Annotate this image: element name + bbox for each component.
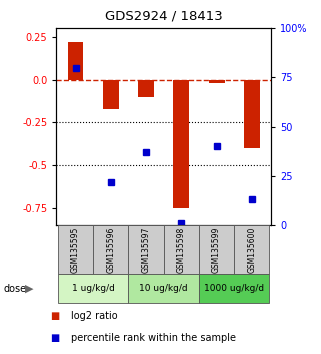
Bar	[199, 274, 270, 303]
Text: GSM135596: GSM135596	[106, 226, 115, 273]
Bar	[58, 274, 128, 303]
Bar	[244, 80, 260, 148]
Text: 1 ug/kg/d: 1 ug/kg/d	[72, 284, 115, 293]
Text: percentile rank within the sample: percentile rank within the sample	[71, 333, 236, 343]
Bar	[209, 80, 224, 83]
Bar	[128, 274, 199, 303]
Bar	[234, 225, 270, 274]
Text: GSM135600: GSM135600	[247, 226, 256, 273]
Bar	[58, 225, 93, 274]
Text: log2 ratio: log2 ratio	[71, 311, 117, 321]
Text: dose: dose	[3, 284, 26, 293]
Text: 10 ug/kg/d: 10 ug/kg/d	[139, 284, 188, 293]
Text: 1000 ug/kg/d: 1000 ug/kg/d	[204, 284, 264, 293]
Text: GSM135595: GSM135595	[71, 226, 80, 273]
Bar	[68, 42, 83, 80]
Bar	[103, 80, 119, 109]
Bar	[164, 225, 199, 274]
Text: GSM135597: GSM135597	[142, 226, 151, 273]
Text: ▶: ▶	[25, 284, 33, 293]
Bar	[199, 225, 234, 274]
Text: GDS2924 / 18413: GDS2924 / 18413	[105, 10, 222, 22]
Bar	[93, 225, 128, 274]
Text: GSM135598: GSM135598	[177, 227, 186, 273]
Bar	[138, 80, 154, 97]
Bar	[173, 80, 189, 208]
Text: ■: ■	[50, 333, 59, 343]
Text: ■: ■	[50, 311, 59, 321]
Text: GSM135599: GSM135599	[212, 226, 221, 273]
Bar	[128, 225, 164, 274]
